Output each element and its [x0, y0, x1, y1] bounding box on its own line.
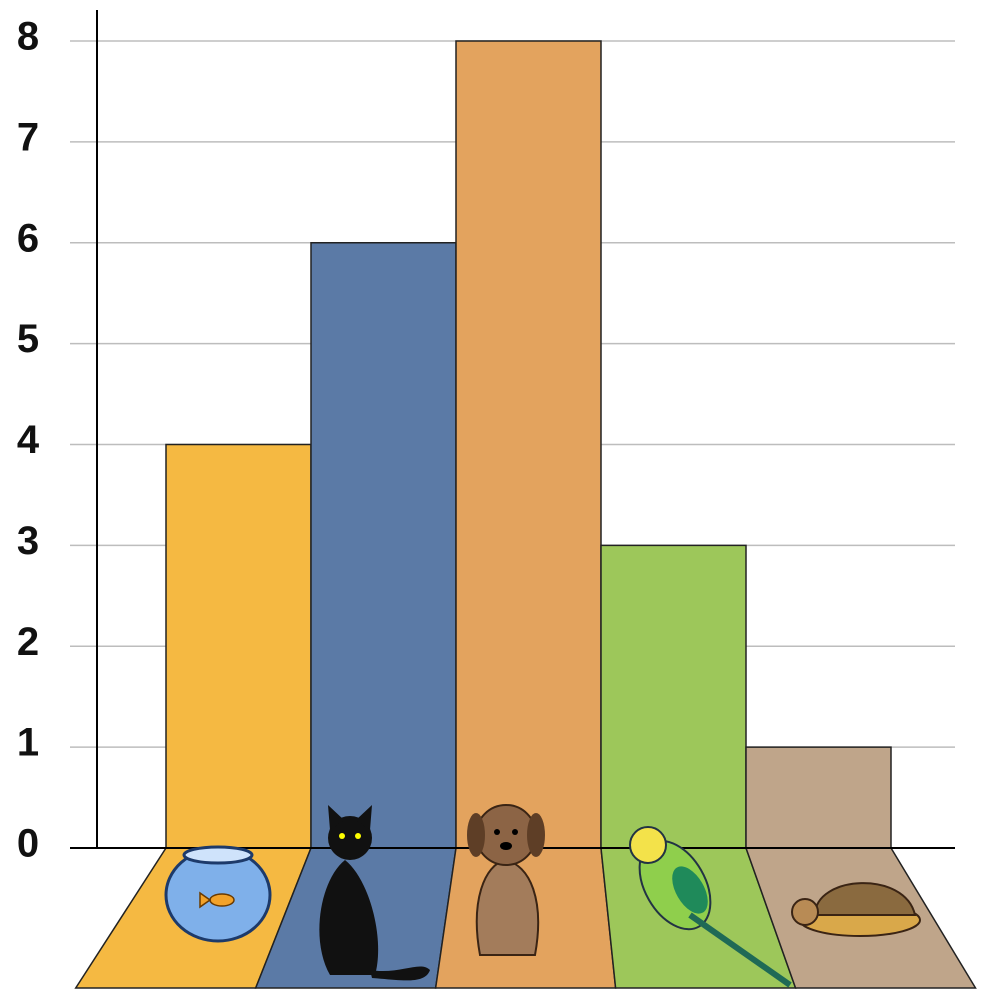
- bar: [600, 544, 747, 849]
- tortoise-icon: [791, 882, 921, 937]
- bars: [165, 40, 892, 849]
- y-tick-label: 4: [17, 418, 40, 462]
- cat-icon: [319, 805, 430, 981]
- bar: [165, 443, 312, 849]
- y-tick-label: 7: [17, 115, 39, 159]
- bar: [310, 242, 457, 849]
- y-tick-label: 3: [17, 519, 39, 563]
- y-tick-label: 5: [17, 317, 39, 361]
- bar: [455, 40, 602, 849]
- dog-icon: [467, 804, 545, 956]
- y-tick-label: 6: [17, 216, 39, 260]
- bar: [745, 746, 892, 849]
- pet-icons: [164, 804, 921, 988]
- budgie-icon: [629, 826, 792, 988]
- fishbowl-icon: [164, 845, 272, 943]
- y-tick-label: 0: [17, 822, 39, 866]
- y-tick-label: 1: [17, 721, 39, 765]
- y-tick-label: 2: [17, 620, 39, 664]
- y-tick-label: 8: [17, 15, 39, 59]
